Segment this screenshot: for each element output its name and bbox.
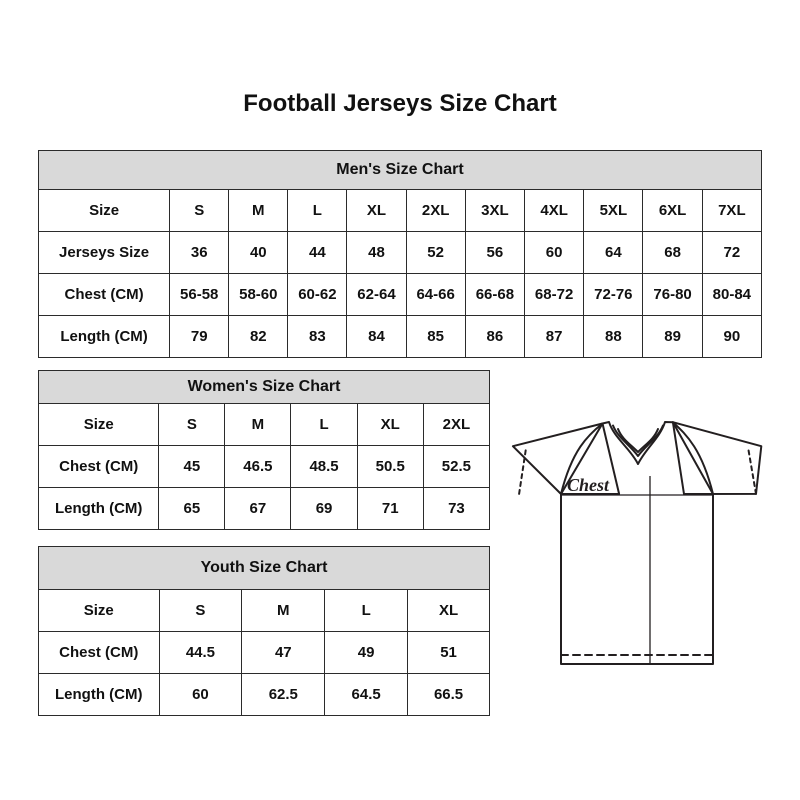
svg-text:Chest: Chest [567, 475, 610, 495]
